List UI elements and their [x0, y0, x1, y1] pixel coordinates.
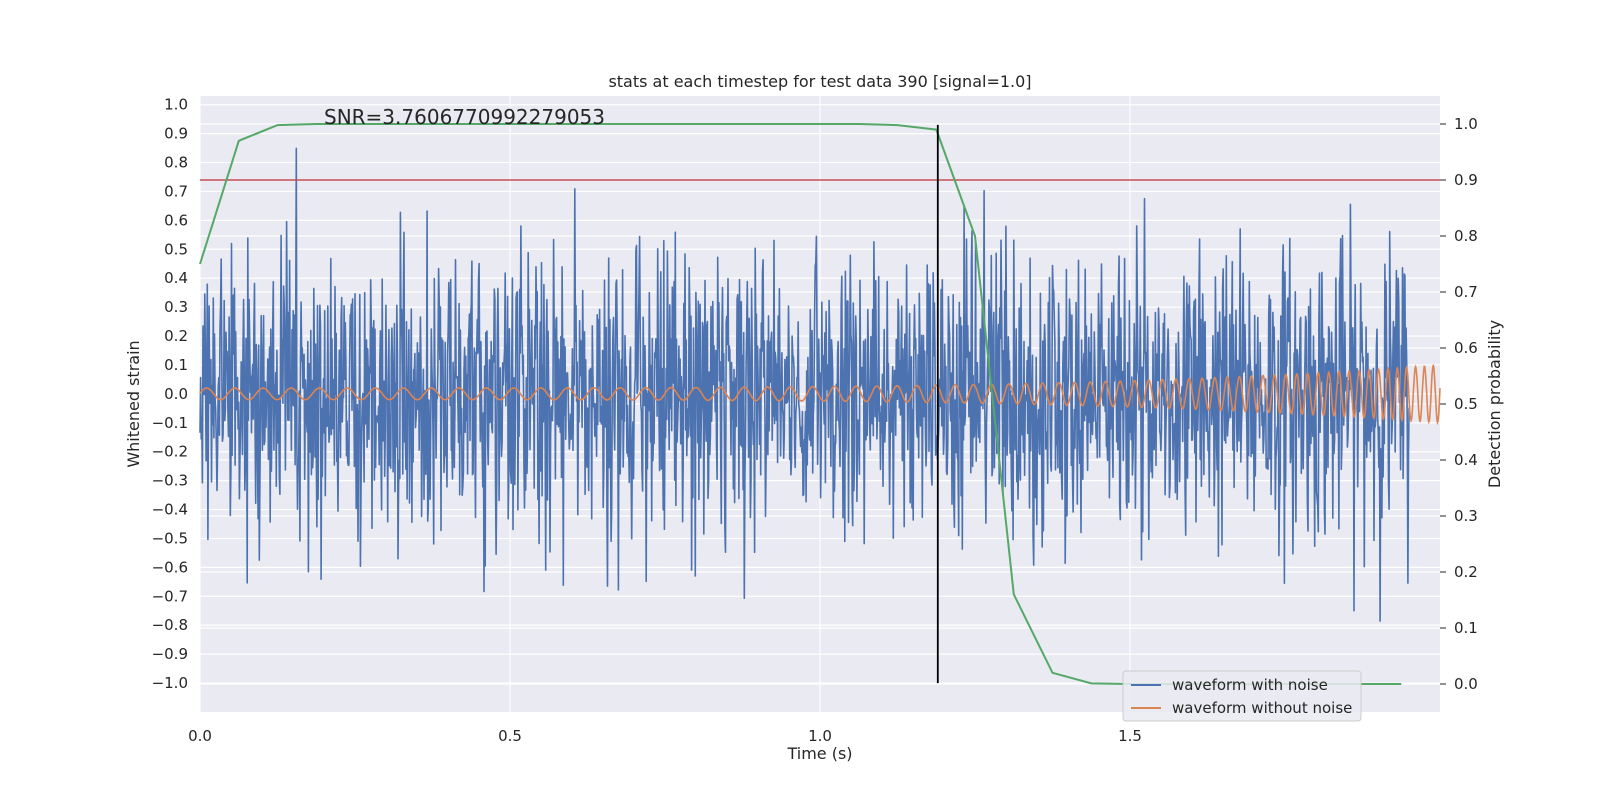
legend-label-noise: waveform with noise	[1172, 676, 1328, 694]
y-tick-label: 0.9	[164, 125, 188, 143]
y-tick-label: −0.1	[152, 414, 188, 432]
y-right-tick-label: 0.0	[1454, 675, 1478, 693]
y-axis-label: Whitened strain	[124, 340, 143, 467]
x-tick-label: 0.0	[188, 727, 212, 745]
y-tick-label: 0.1	[164, 356, 188, 374]
y-tick-label: 0.8	[164, 154, 188, 172]
y-right-tick-label: 0.7	[1454, 283, 1478, 301]
y-tick-label: −0.4	[152, 501, 188, 519]
x-tick-label: 1.0	[808, 727, 832, 745]
legend: waveform with noise waveform without noi…	[1122, 670, 1362, 722]
x-tick-label: 1.5	[1118, 727, 1142, 745]
y-tick-label: 1.0	[164, 96, 188, 114]
chart-title: stats at each timestep for test data 390…	[608, 72, 1031, 91]
y-right-tick-label: 0.2	[1454, 563, 1478, 581]
series-waveform-with-noise	[199, 147, 1410, 622]
x-axis-label: Time (s)	[786, 744, 852, 763]
x-tick-label: 0.5	[498, 727, 522, 745]
y-right-tick-label: 0.1	[1454, 619, 1478, 637]
y-tick-label: 0.7	[164, 182, 188, 200]
legend-box	[1122, 670, 1362, 722]
y-tick-label: 0.2	[164, 327, 188, 345]
y-right-tick-label: 1.0	[1454, 115, 1478, 133]
y-tick-label: −0.6	[152, 558, 188, 576]
y-tick-label: −0.5	[152, 529, 188, 547]
y-right-tick-label: 0.8	[1454, 227, 1478, 245]
y-right-tick-label: 0.9	[1454, 171, 1478, 189]
axis-layer: 0.0 0.5 1.0 1.5 1.0 0.9 0.8 0.7 0.6 0.5 0.4 0.3 0.2 0…	[152, 96, 1478, 745]
y-tick-label: −0.9	[152, 645, 188, 663]
snr-annotation: SNR=3.7606770992279053	[324, 105, 605, 129]
y-tick-label: 0.6	[164, 211, 188, 229]
y-tick-label: 0.0	[164, 385, 188, 403]
y-tick-label: −0.7	[152, 587, 188, 605]
y-tick-label: −0.2	[152, 443, 188, 461]
series-waveform-without-noise	[199, 363, 1441, 426]
y-axis-right-label: Detection probability	[1485, 320, 1504, 488]
y-right-tick-label: 0.3	[1454, 507, 1478, 525]
y-tick-label: 0.4	[164, 269, 188, 287]
y-tick-label: 0.3	[164, 298, 188, 316]
y-right-tick-label: 0.4	[1454, 451, 1478, 469]
y-tick-label: −0.3	[152, 472, 188, 490]
y-tick-label: −0.8	[152, 616, 188, 634]
y-tick-label: 0.5	[164, 240, 188, 258]
legend-label-clean: waveform without noise	[1172, 699, 1352, 717]
y-right-tick-label: 0.5	[1454, 395, 1478, 413]
y-right-tick-label: 0.6	[1454, 339, 1478, 357]
y-tick-label: −1.0	[152, 674, 188, 692]
